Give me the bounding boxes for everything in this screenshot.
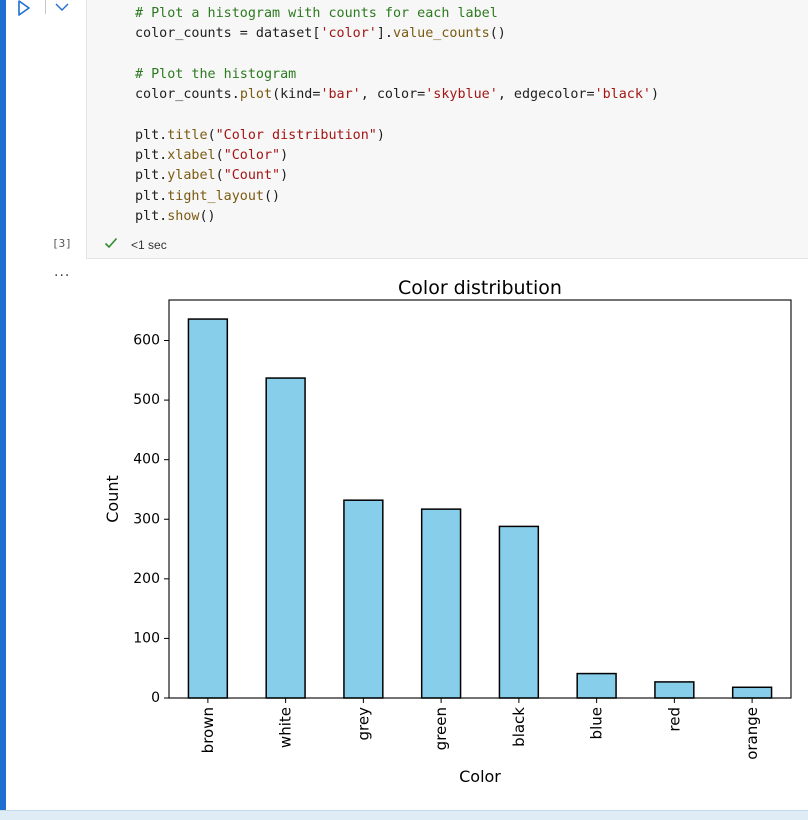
code-token: ylabel (167, 168, 216, 184)
code-token: ( (215, 168, 224, 184)
code-token: , color= (360, 87, 426, 103)
code-line (135, 45, 659, 65)
code-line: plt.show() (135, 207, 659, 227)
y-tick-label: 300 (133, 511, 160, 527)
bar-black (498, 525, 540, 699)
bar-orange (731, 686, 773, 699)
chart-title: Color distribution (398, 277, 562, 299)
toolbar-divider (45, 0, 46, 14)
x-tick-label: orange (743, 707, 761, 760)
code-token: ( (207, 127, 216, 143)
bar-red (654, 681, 695, 699)
y-tick-label: 0 (151, 690, 160, 706)
code-line: color_counts = dataset['color'].value_co… (135, 24, 659, 44)
code-token: plt. (135, 127, 168, 143)
x-tick-label: blue (588, 707, 606, 739)
code-token: (kind= (272, 87, 321, 103)
bar-blue (576, 672, 617, 699)
x-tick-label: brown (199, 707, 217, 753)
bar-grey (343, 499, 384, 699)
code-editor-text[interactable]: # Plot a histogram with counts for each … (135, 4, 659, 227)
chevron-down-icon (55, 3, 69, 11)
bar-white (265, 377, 306, 699)
code-token: # Plot the histogram (135, 66, 297, 82)
y-tick-label: 100 (133, 630, 160, 646)
active-cell-indicator (0, 0, 6, 819)
bar-green (420, 508, 462, 699)
bottom-divider (0, 810, 808, 820)
code-token: () (264, 188, 281, 204)
code-token: tight_layout (167, 188, 264, 204)
check-icon (104, 237, 118, 249)
code-token: ) (376, 127, 385, 143)
code-token: 'skyblue' (425, 87, 498, 103)
code-line: plt.ylabel("Count") (135, 166, 659, 186)
code-token: xlabel (167, 148, 216, 164)
output-more-options[interactable]: ... (54, 264, 71, 280)
run-triangle-icon (18, 0, 30, 16)
code-token: plt. (135, 148, 168, 164)
code-token: "Color distribution" (215, 127, 377, 143)
run-options-button[interactable] (52, 0, 72, 16)
code-line: # Plot a histogram with counts for each … (135, 4, 659, 24)
code-token: , edgecolor= (497, 87, 595, 103)
code-token: ) (280, 168, 289, 184)
code-token: color_counts. (135, 87, 240, 103)
code-token: () (489, 26, 506, 42)
x-tick-label: black (510, 707, 528, 747)
code-token: 'color' (320, 26, 377, 42)
y-tick-label: 600 (133, 333, 160, 349)
bar-chart: Color distribution brown white grey green bla… (103, 277, 792, 786)
execution-count: [3] (52, 237, 72, 250)
code-token: ( (215, 148, 224, 164)
code-token: () (199, 208, 216, 224)
code-token: plot (239, 87, 273, 103)
x-axis-label: Color (459, 767, 501, 786)
run-cell-button[interactable] (16, 0, 34, 16)
code-token: plt. (135, 188, 168, 204)
x-tick-label: white (277, 707, 295, 748)
x-tick-label: red (665, 707, 683, 732)
code-token: 'bar' (320, 87, 361, 103)
code-line: plt.xlabel("Color") (135, 146, 659, 166)
y-tick-label: 200 (133, 571, 160, 587)
code-token: "Count" (223, 168, 281, 184)
execution-time: <1 sec (131, 238, 167, 252)
code-line (135, 105, 659, 125)
x-tick-label: grey (354, 707, 372, 741)
code-line: color_counts.plot(kind='bar', color='sky… (135, 85, 659, 105)
code-token: value_counts (393, 26, 490, 42)
code-line: plt.tight_layout() (135, 187, 659, 207)
code-token: 'black' (594, 87, 651, 103)
plot-frame (168, 299, 792, 699)
code-cell-editor[interactable] (86, 0, 808, 259)
code-token: ]. (376, 26, 393, 42)
x-tick-label: green (432, 707, 450, 750)
code-token: title (167, 127, 208, 143)
bar-brown (187, 318, 229, 699)
code-line: # Plot the histogram (135, 65, 659, 85)
code-token: # Plot a histogram with counts for each … (135, 6, 498, 21)
code-token: plt. (135, 208, 168, 224)
code-line: plt.title("Color distribution") (135, 126, 659, 146)
code-token: plt. (135, 168, 168, 184)
code-token: color_counts = dataset[ (135, 26, 321, 42)
code-token: ) (280, 148, 289, 164)
code-token: "Color" (223, 148, 281, 164)
code-token: show (167, 208, 200, 224)
code-token: ) (651, 87, 660, 103)
y-tick-label: 400 (133, 452, 160, 468)
y-axis-label: Count (103, 475, 122, 523)
y-tick-label: 500 (133, 392, 160, 408)
